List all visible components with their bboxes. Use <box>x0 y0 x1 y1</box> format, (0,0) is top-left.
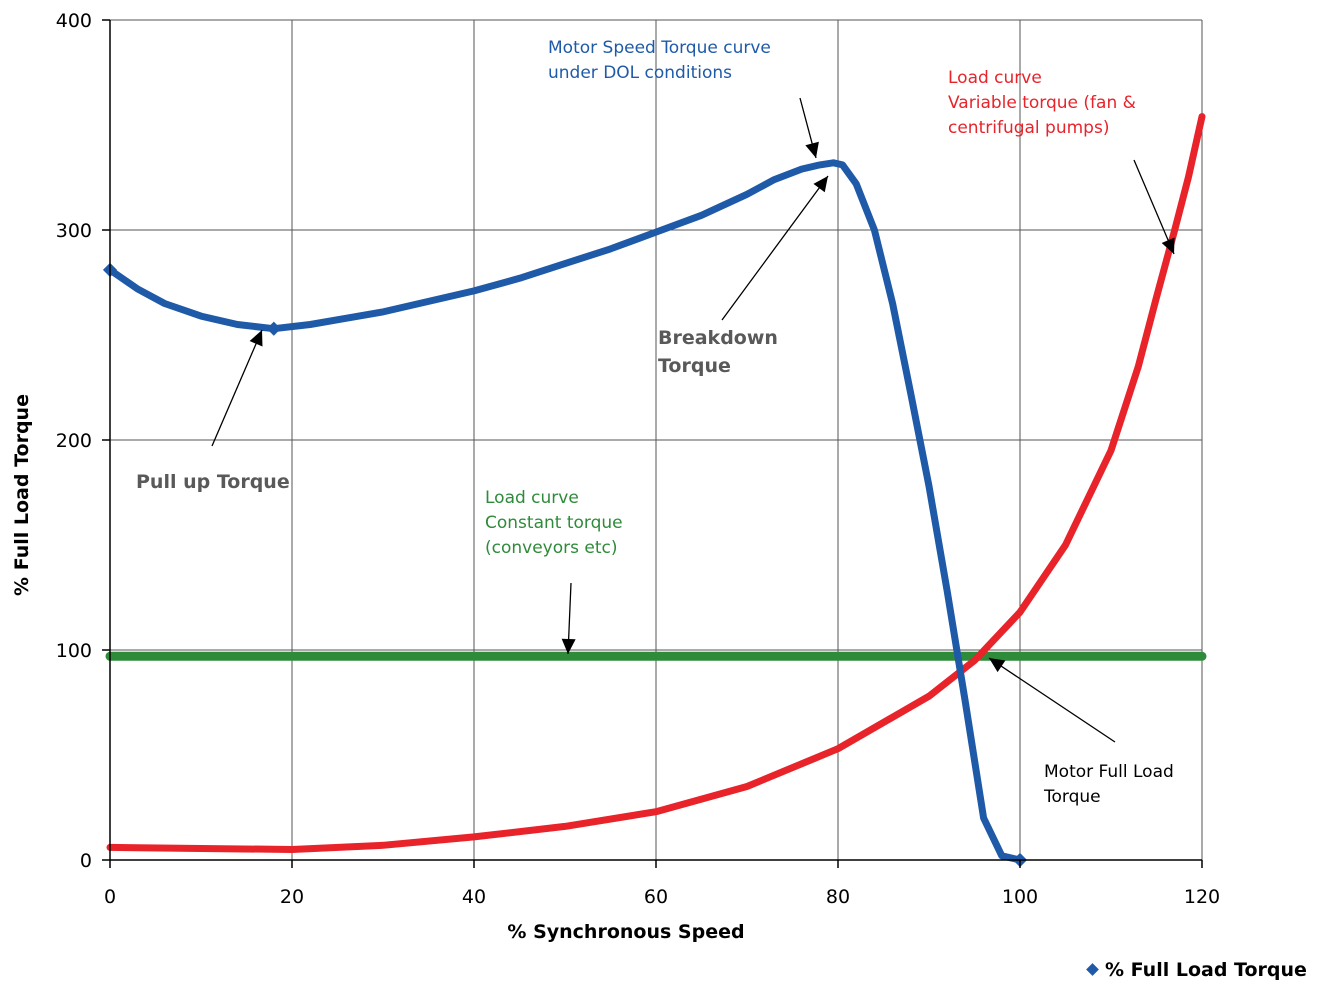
series-layer <box>102 113 1207 868</box>
constant-load-annotation: Load curve Constant torque (conveyors etc) <box>485 488 623 558</box>
constant-load-annotation-line: Constant torque <box>485 513 623 533</box>
breakdown-annotation-line: Torque <box>658 355 731 377</box>
constant-load-arrow <box>561 582 576 655</box>
x-tick-label-0: 0 <box>104 886 116 908</box>
variable-load-annotation: Load curve Variable torque (fan & centrifu… <box>948 68 1136 138</box>
y-tick-label-100: 100 <box>56 640 92 662</box>
annotations: Motor Speed Torque curve under DOL condit… <box>136 38 1174 807</box>
y-tick-label-300: 300 <box>56 220 92 242</box>
x-axis-title: % Synchronous Speed <box>507 921 744 943</box>
legend-label: % Full Load Torque <box>1105 959 1307 981</box>
x-tick-label-60: 60 <box>644 886 668 908</box>
breakdown-arrow-top <box>799 97 819 159</box>
breakdown-annotation: Breakdown Torque <box>658 327 778 377</box>
grid-lines <box>110 19 1203 860</box>
motor-data-point <box>266 321 281 336</box>
full-load-annotation-line: Torque <box>1043 787 1101 807</box>
motor-curve-annotation-line: under DOL conditions <box>548 63 732 83</box>
x-tick-label-40: 40 <box>462 886 486 908</box>
x-tick-label-100: 100 <box>1002 886 1038 908</box>
x-tick-label-80: 80 <box>826 886 850 908</box>
breakdown-arrow-bottom <box>721 175 829 321</box>
pull-up-arrow <box>211 329 263 447</box>
full-load-annotation-line: Motor Full Load <box>1044 762 1174 782</box>
legend: % Full Load Torque <box>1086 959 1307 981</box>
breakdown-annotation-line: Breakdown <box>658 327 778 349</box>
y-axis-title: % Full Load Torque <box>11 394 33 596</box>
variable-load-annotation-line: Variable torque (fan & <box>948 93 1136 113</box>
annotation-arrows <box>211 97 1175 743</box>
x-tick-label-120: 120 <box>1184 886 1220 908</box>
pull-up-annotation: Pull up Torque <box>136 471 290 493</box>
motor-curve-annotation: Motor Speed Torque curve under DOL condit… <box>548 38 771 83</box>
variable-load-annotation-line: Load curve <box>948 68 1042 88</box>
y-tick-label-0: 0 <box>80 850 92 872</box>
tick-labels: 0 20 40 60 80 100 120 0 100 200 300 400 <box>56 10 1220 908</box>
variable-load-arrow <box>1133 159 1175 255</box>
motor-torque-curve <box>106 159 1024 864</box>
y-tick-label-400: 400 <box>56 10 92 32</box>
constant-load-annotation-line: Load curve <box>485 488 579 508</box>
full-load-annotation: Motor Full Load Torque <box>1043 762 1174 807</box>
constant-load-annotation-line: (conveyors etc) <box>485 538 618 558</box>
motor-curve-annotation-line: Motor Speed Torque curve <box>548 38 771 58</box>
x-tick-label-20: 20 <box>280 886 304 908</box>
variable-torque-load-curve <box>106 113 1206 853</box>
variable-load-annotation-line: centrifugal pumps) <box>948 118 1109 138</box>
pull-up-annotation-line: Pull up Torque <box>136 471 290 493</box>
legend-marker <box>1086 963 1099 976</box>
y-tick-label-200: 200 <box>56 430 92 452</box>
axes <box>102 19 1203 868</box>
full-load-arrow <box>988 657 1116 743</box>
